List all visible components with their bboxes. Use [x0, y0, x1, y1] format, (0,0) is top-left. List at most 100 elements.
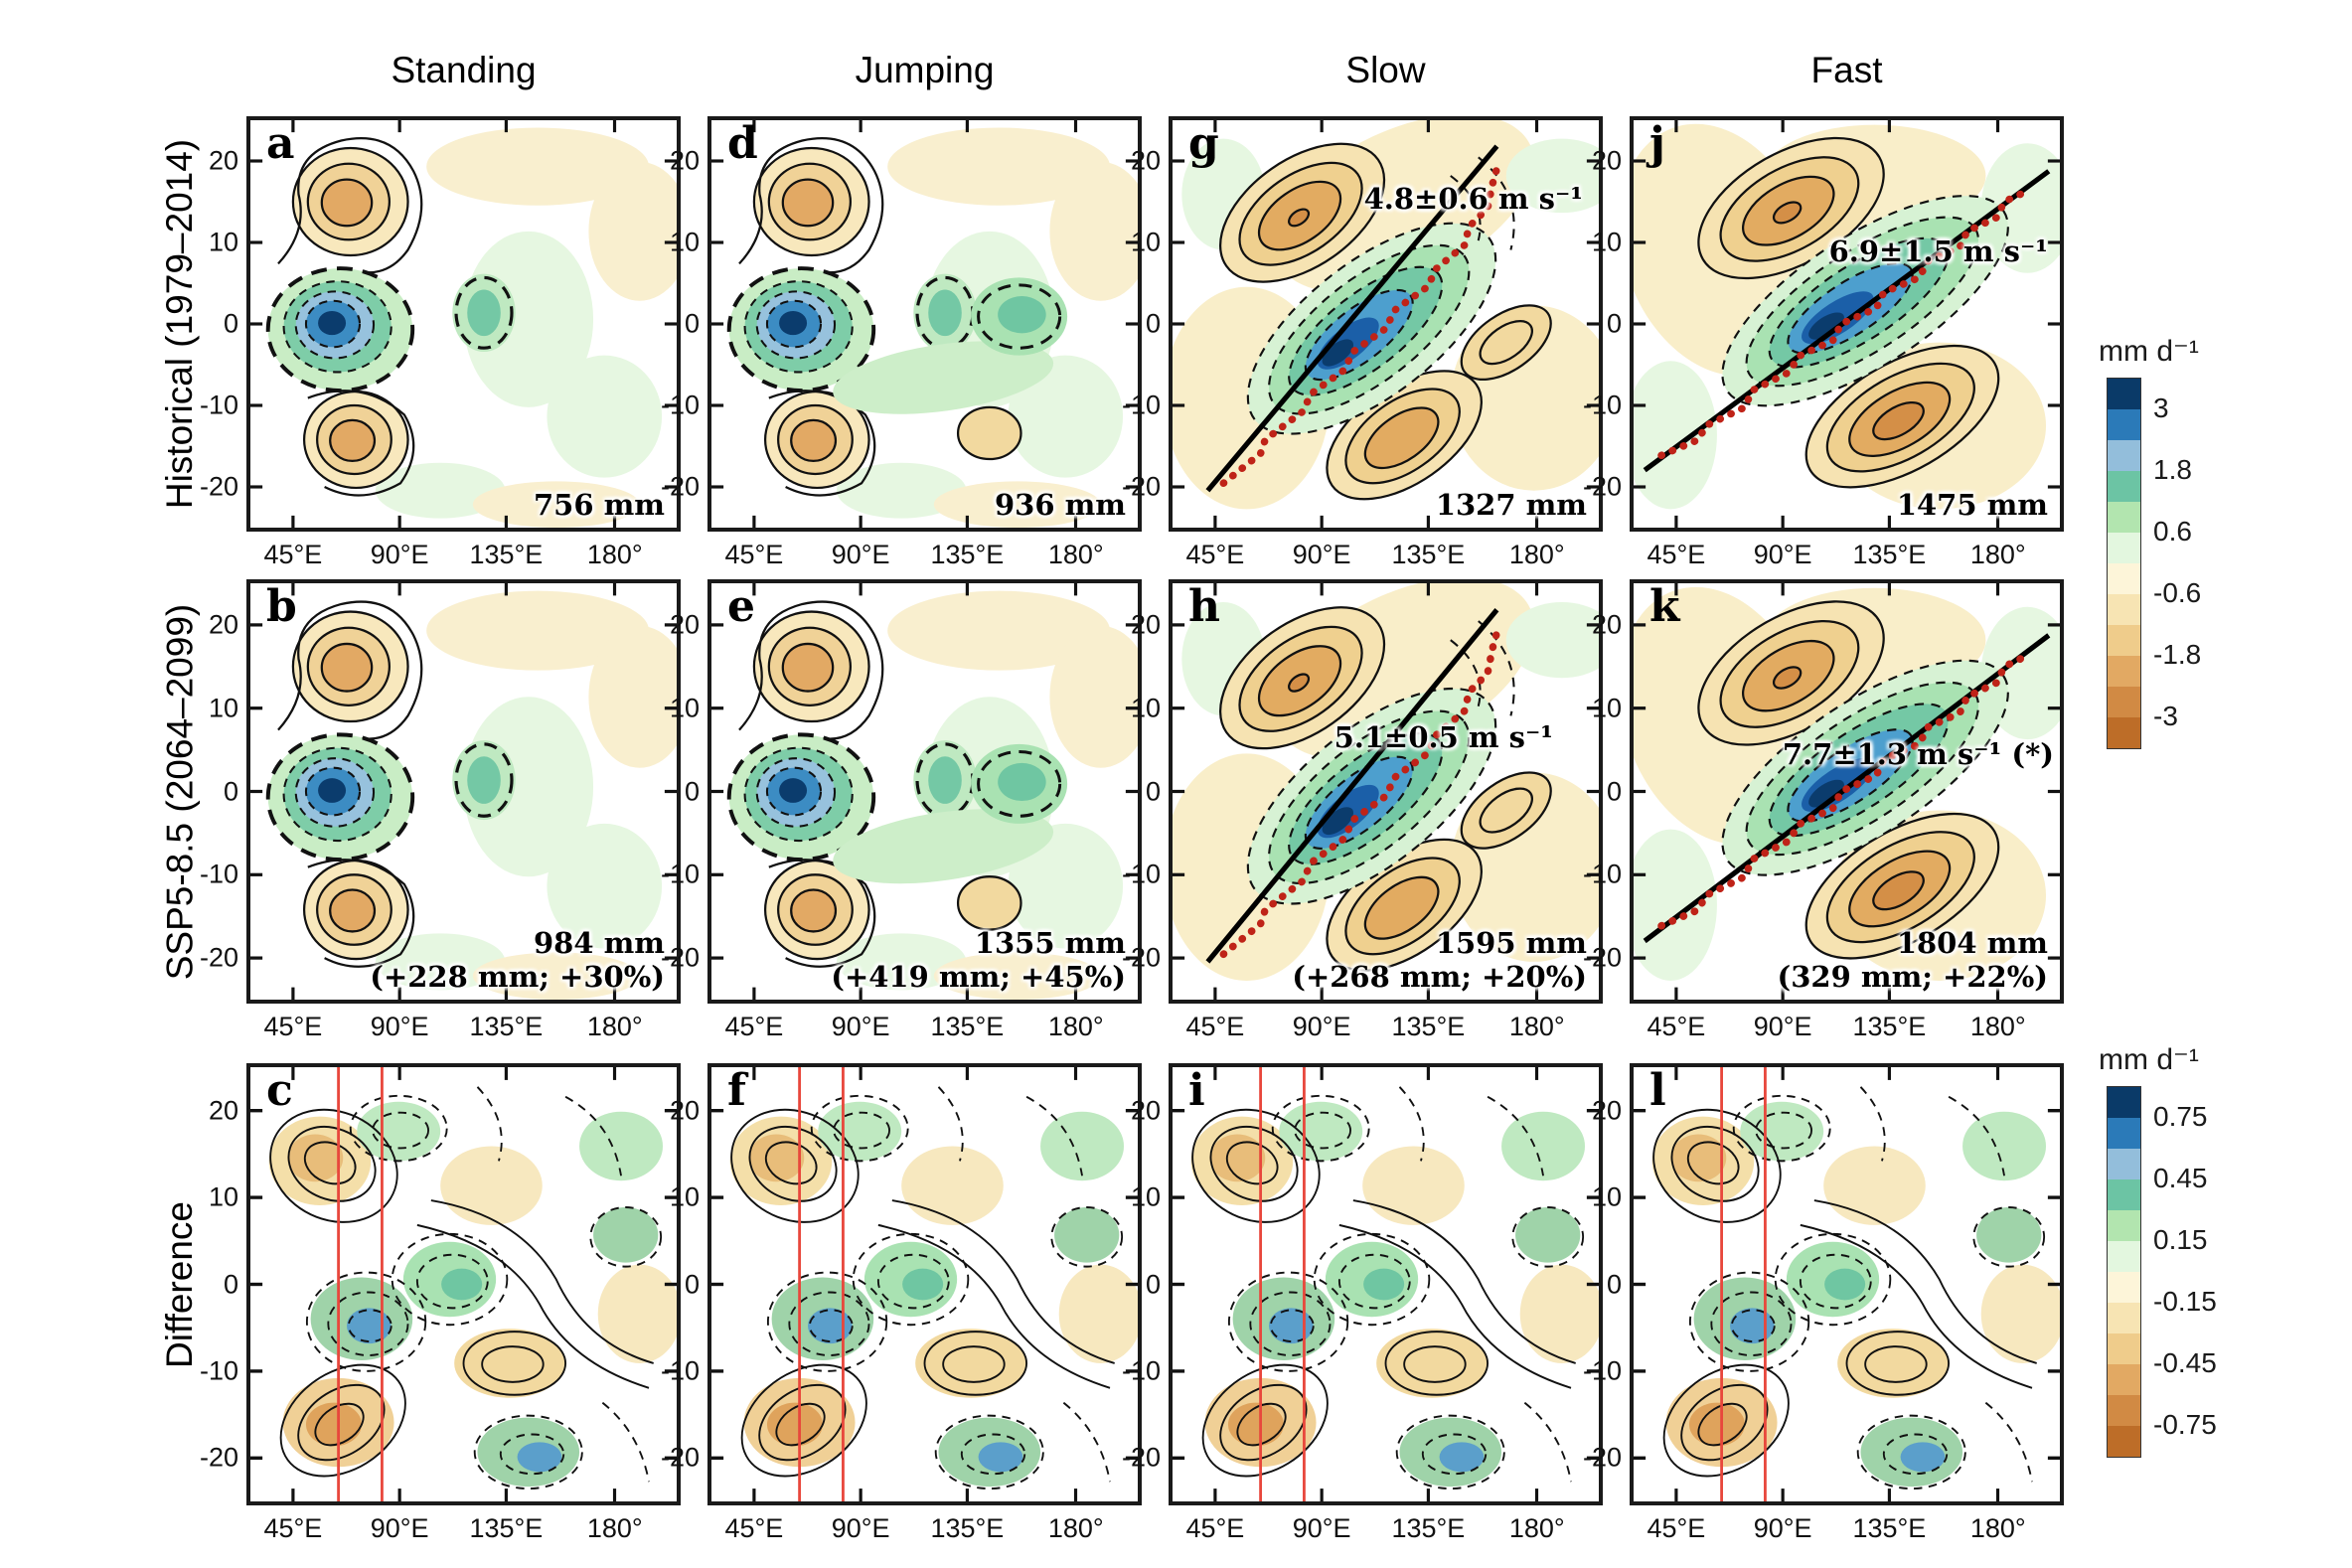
colorbar-segment — [2108, 1179, 2140, 1210]
row-label-historical: Historical (1979–2014) — [159, 138, 201, 510]
colorbar-tick-label: -0.45 — [2153, 1347, 2217, 1378]
x-tick-label: 45°E — [263, 1012, 323, 1041]
x-tick-label: 180° — [586, 540, 643, 569]
x-tick-label: 90°E — [831, 540, 890, 569]
y-tick-label: -10 — [660, 859, 700, 889]
y-tick-label: 20 — [208, 145, 238, 176]
y-tick-label: -10 — [1121, 859, 1161, 889]
row-label-difference: Difference — [159, 1200, 200, 1368]
rainfall-total-label: 756 mm — [533, 487, 665, 522]
x-tick-label: 45°E — [1185, 540, 1245, 569]
rainfall-total-label: 1475 mm — [1896, 487, 2048, 522]
contour-field-art — [1173, 1067, 1599, 1501]
colorbar-segment — [2108, 379, 2140, 409]
x-tick-label: 90°E — [1753, 1513, 1812, 1543]
panel-b: b 984 mm (+228 mm; +30%) 20 10 0 -10 -20 45°E 90°… — [200, 579, 681, 1041]
colorbar-tick-label: 0.15 — [2153, 1224, 2208, 1255]
colorbar-segment — [2108, 1364, 2140, 1395]
contour-field-art — [1634, 120, 2060, 528]
colorbar-difference — [2107, 1086, 2141, 1458]
rainfall-total-label: 1355 mm (+419 mm; +45%) — [831, 926, 1126, 994]
y-tick-label: 20 — [669, 145, 700, 176]
rainfall-total-label: 936 mm — [994, 487, 1126, 522]
contour-field-art — [1634, 1067, 2060, 1501]
y-tick-label: 0 — [1606, 1269, 1622, 1299]
y-tick-label: 20 — [1591, 609, 1622, 640]
y-tick-label: 20 — [1130, 145, 1161, 176]
panel-letter: c — [266, 1065, 293, 1116]
colorbar-segment — [2108, 1118, 2140, 1149]
y-tick-label: -10 — [199, 859, 238, 889]
y-tick-label: 0 — [684, 308, 700, 339]
colorbar-segment — [2108, 1149, 2140, 1179]
y-tick-label: -10 — [660, 390, 700, 420]
panel-l: l 20 10 0 -10 -20 45°E 90°E 135°E 180° — [1583, 1063, 2064, 1543]
y-tick-label: 0 — [223, 1269, 238, 1299]
panel-k: k 7.7±1.3 m s⁻¹ (*) 1804 mm (329 mm; +22%) 2… — [1583, 579, 2064, 1041]
x-tick-label: 90°E — [831, 1513, 890, 1543]
y-tick-label: 20 — [208, 1095, 238, 1126]
column-title-slow: Slow — [1345, 50, 1426, 90]
x-tick-label: 45°E — [263, 1513, 323, 1543]
y-tick-label: 0 — [1145, 1269, 1161, 1299]
propagation-speed-label: 4.8±0.6 m s⁻¹ — [1363, 181, 1583, 216]
panel-d: d 936 mm 20 10 0 -10 -20 45°E 90°E 135°E 180° — [661, 116, 1142, 569]
y-tick-label: 10 — [1130, 693, 1161, 723]
x-tick-label: 90°E — [1292, 540, 1351, 569]
colorbar-tick-label: -1.8 — [2153, 639, 2202, 670]
x-tick-label: 135°E — [1852, 540, 1927, 569]
y-tick-label: -20 — [1582, 942, 1622, 973]
contour-field-art — [250, 120, 677, 528]
panel-letter: i — [1188, 1065, 1205, 1116]
panel-letter: h — [1188, 581, 1220, 632]
colorbar-segment — [2108, 1426, 2140, 1457]
x-tick-label: 180° — [1047, 1513, 1104, 1543]
y-tick-label: 20 — [1130, 1095, 1161, 1126]
y-tick-label: 10 — [1591, 227, 1622, 257]
y-tick-label: -20 — [660, 1442, 700, 1473]
colorbar-segment — [2108, 1333, 2140, 1364]
x-tick-label: 180° — [1969, 1012, 2026, 1041]
y-tick-label: 10 — [669, 1181, 700, 1212]
y-tick-label: 0 — [684, 776, 700, 806]
y-tick-label: -10 — [660, 1355, 700, 1386]
colorbar-tick-label: 0.45 — [2153, 1163, 2208, 1193]
x-tick-label: 180° — [1508, 540, 1565, 569]
x-tick-label: 90°E — [1753, 540, 1812, 569]
colorbar-title-main: mm d⁻¹ — [2099, 335, 2199, 368]
x-tick-label: 45°E — [1646, 1012, 1706, 1041]
y-tick-label: 0 — [1606, 308, 1622, 339]
y-tick-label: 0 — [223, 776, 238, 806]
x-tick-label: 45°E — [724, 1513, 784, 1543]
colorbar-tick-label: 1.8 — [2153, 454, 2192, 485]
panel-h: h 5.1±0.5 m s⁻¹ 1595 mm (+268 mm; +20%) 20 10… — [1122, 579, 1603, 1041]
rainfall-total-label: 1804 mm (329 mm; +22%) — [1777, 926, 2048, 994]
y-tick-label: 10 — [208, 1181, 238, 1212]
y-tick-label: 20 — [1591, 145, 1622, 176]
x-tick-label: 135°E — [1391, 1012, 1466, 1041]
x-tick-label: 90°E — [1292, 1012, 1351, 1041]
colorbar-segment — [2108, 1303, 2140, 1333]
x-tick-label: 135°E — [930, 1012, 1005, 1041]
colorbar-segment — [2108, 1087, 2140, 1118]
contour-field-art — [711, 120, 1138, 528]
colorbar-segment — [2108, 533, 2140, 563]
y-tick-label: 10 — [1591, 1181, 1622, 1212]
y-tick-label: 20 — [669, 1095, 700, 1126]
x-tick-label: 180° — [586, 1012, 643, 1041]
y-tick-label: 0 — [1145, 776, 1161, 806]
panel-letter: a — [266, 118, 295, 169]
colorbar-main — [2107, 378, 2141, 749]
y-tick-label: -20 — [660, 471, 700, 502]
y-tick-label: -20 — [199, 942, 238, 973]
panel-letter: g — [1188, 118, 1219, 169]
panel-f: f 20 10 0 -10 -20 45°E 90°E 135°E 180° — [661, 1063, 1142, 1543]
rainfall-total-label: 1595 mm (+268 mm; +20%) — [1292, 926, 1587, 994]
x-tick-label: 90°E — [831, 1012, 890, 1041]
y-tick-label: 20 — [1591, 1095, 1622, 1126]
colorbar-segment — [2108, 502, 2140, 533]
y-tick-label: 0 — [1606, 776, 1622, 806]
panel-c: c 20 10 0 -10 -20 45°E 90°E 135°E 180° — [200, 1063, 681, 1543]
x-tick-label: 90°E — [1292, 1513, 1351, 1543]
